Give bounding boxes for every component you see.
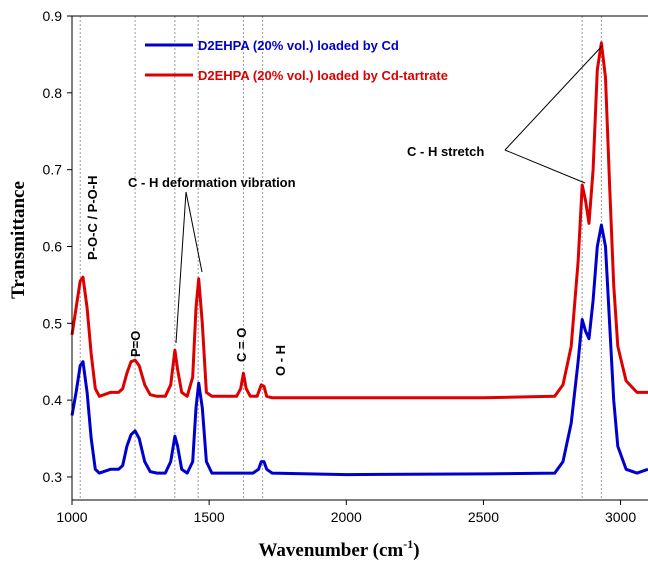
y-tick-label-2: 0.5 — [43, 315, 63, 331]
pointer-ch-stretch-2 — [504, 45, 603, 151]
annotation-ch-deformation: C - H deformation vibration — [128, 175, 296, 190]
annotation-p-o: P=O — [128, 331, 143, 357]
pointer-ch-stretch-1 — [504, 149, 586, 184]
y-tick-label-0: 0.3 — [43, 469, 63, 485]
series-layer — [70, 41, 648, 477]
series-line-0 — [70, 223, 648, 477]
axes: 1000 1500 2000 2500 3000 0.3 0.4 0.5 0.6 0.7 0.8 0.… — [43, 8, 648, 525]
y-tick-label-4: 0.7 — [43, 162, 63, 178]
legend-label-1: D2EHPA (20% vol.) loaded by Cd-tartrate — [198, 68, 448, 83]
annotation-o-h: O - H — [273, 345, 288, 376]
pointer-ch-deform-2 — [185, 191, 203, 273]
y-tick-label-3: 0.6 — [43, 238, 63, 254]
x-tick-label-2: 2000 — [331, 509, 362, 525]
annotation-ch-stretch: C - H stretch — [407, 144, 484, 159]
x-tick-label-3: 2500 — [468, 509, 499, 525]
legend-label-0: D2EHPA (20% vol.) loaded by Cd — [198, 38, 399, 53]
x-axis-title-main: Wavenumber (cm — [258, 540, 403, 561]
pointer-ch-deform-1 — [175, 191, 187, 344]
x-axis-title-suffix: ) — [413, 540, 419, 561]
y-tick-label-1: 0.4 — [43, 392, 63, 408]
x-tick-label-4: 3000 — [605, 509, 636, 525]
y-tick-label-5: 0.8 — [43, 85, 63, 101]
y-axis-title: Transmittance — [8, 181, 29, 299]
reference-lines — [79, 16, 602, 500]
x-axis-title-sup: -1 — [403, 537, 413, 551]
series-line-1 — [70, 41, 648, 400]
annotation-pointers — [175, 45, 603, 344]
x-tick-label-0: 1000 — [56, 509, 87, 525]
x-axis-title: Wavenumber (cm-1) — [258, 537, 419, 561]
annotation-poc-poh: P-O-C / P-O-H — [85, 176, 100, 261]
annotation-c-o: C = O — [234, 328, 249, 362]
x-tick-label-1: 1500 — [194, 509, 225, 525]
y-tick-label-6: 0.9 — [43, 8, 63, 24]
legend: D2EHPA (20% vol.) loaded by Cd D2EHPA (20… — [145, 38, 448, 83]
